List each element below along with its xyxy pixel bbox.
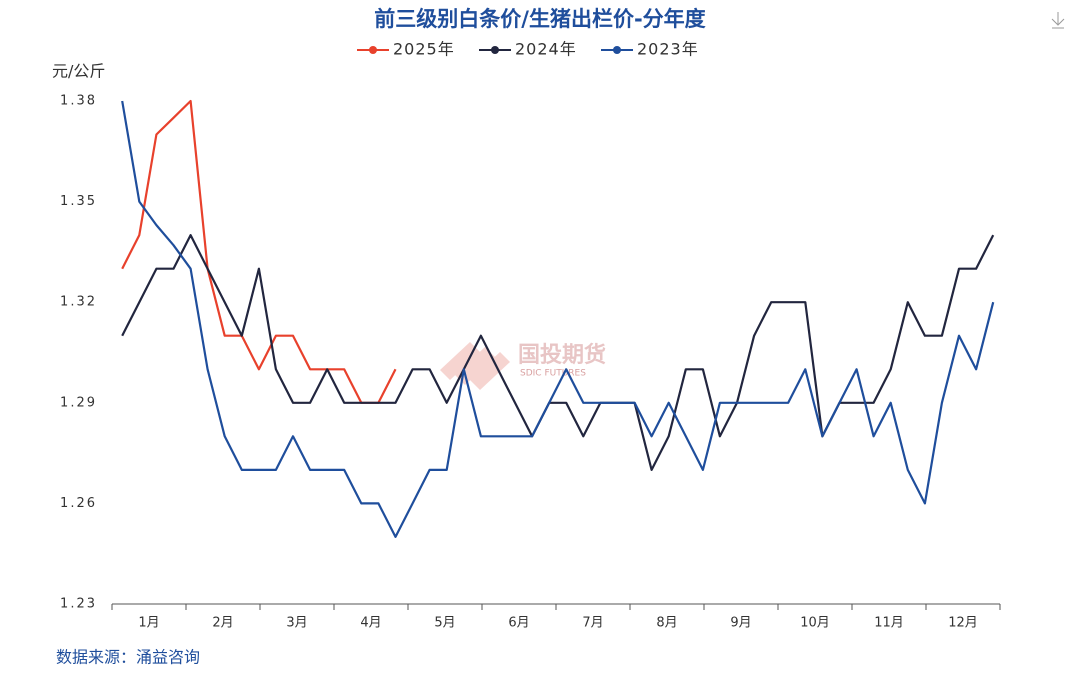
y-tick-label: 1.38	[60, 94, 97, 109]
x-tick-label: 2月	[212, 616, 233, 631]
chart-title: 前三级别白条价/生猪出栏价-分年度	[374, 7, 705, 31]
watermark: 国投期货 SDIC FUTURES	[440, 342, 606, 390]
x-tick-label: 4月	[360, 616, 381, 631]
series-line	[121, 100, 995, 538]
series-line	[121, 99, 397, 404]
source: 数据来源：涌益咨询	[56, 648, 200, 667]
x-tick-label: 8月	[656, 616, 677, 631]
y-axis-label: 元/公斤	[52, 62, 105, 81]
download-icon[interactable]	[1051, 12, 1065, 29]
y-tick-label: 1.26	[60, 496, 97, 511]
x-tick-label: 12月	[948, 616, 978, 631]
x-tick-label: 6月	[508, 616, 529, 631]
legend-marker	[613, 46, 621, 54]
legend-label: 2025年	[393, 40, 455, 59]
x-tick-label: 10月	[800, 616, 830, 631]
legend-marker	[491, 46, 499, 54]
x-tick-label: 5月	[434, 616, 455, 631]
legend-marker	[369, 46, 377, 54]
y-tick-label: 1.23	[60, 597, 97, 612]
y-tick-label: 1.32	[60, 295, 97, 310]
y-tick-label: 1.35	[60, 194, 97, 209]
x-tick-label: 11月	[874, 616, 904, 631]
x-tick-label: 9月	[730, 616, 751, 631]
legend-label: 2023年	[637, 40, 699, 59]
watermark-sub: SDIC FUTURES	[520, 369, 586, 379]
x-tick-label: 3月	[286, 616, 307, 631]
series-line	[121, 234, 995, 471]
watermark-text: 国投期货	[518, 342, 606, 368]
x-tick-label: 1月	[138, 616, 159, 631]
legend-label: 2024年	[515, 40, 577, 59]
x-tick-label: 7月	[582, 616, 603, 631]
y-tick-label: 1.29	[60, 395, 97, 410]
watermark-logo	[440, 342, 510, 390]
